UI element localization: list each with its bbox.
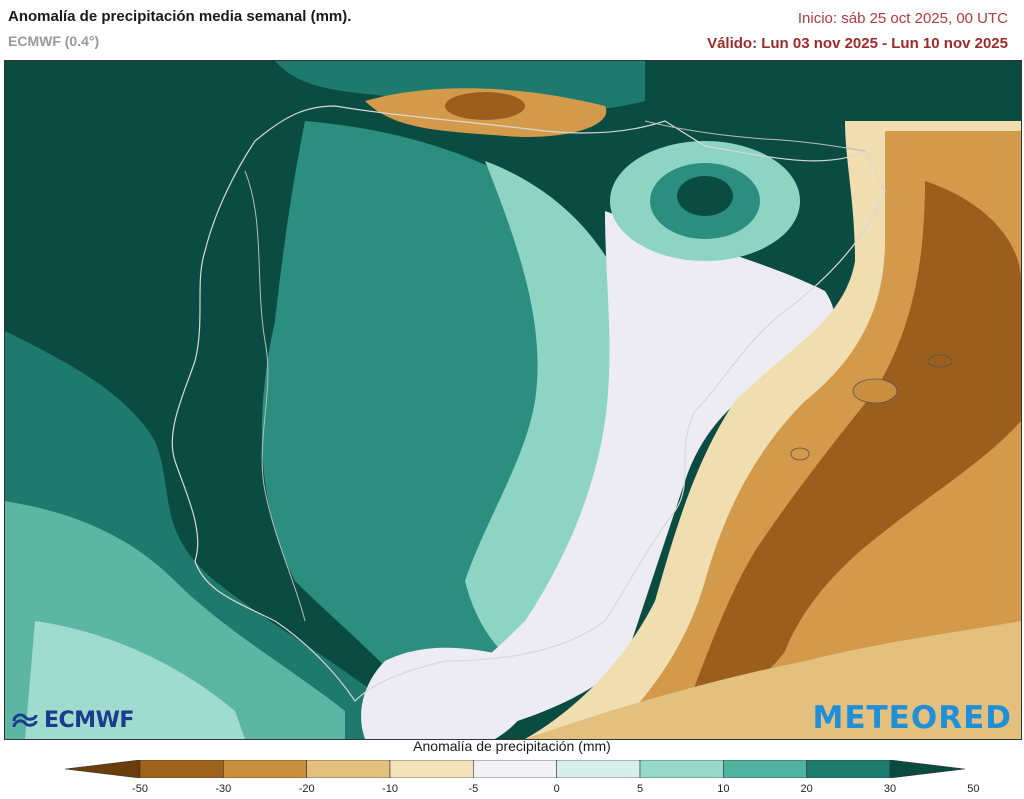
- east-neutral-strip: [405, 211, 835, 739]
- legend-swatch: [473, 760, 557, 778]
- map-title: Anomalía de precipitación media semanal …: [8, 8, 352, 25]
- legend-swatch: [306, 760, 391, 778]
- map-canvas: [5, 61, 1021, 739]
- iberia-coastline: [171, 105, 886, 702]
- strait-light-patch: [361, 647, 534, 739]
- legend-tick-label: 50: [967, 783, 980, 795]
- ecmwf-logo: ECMWF: [10, 708, 134, 733]
- legend-tick-label: -20: [298, 783, 315, 795]
- legend-tick-label: 0: [553, 783, 560, 795]
- valid-period: Válido: Lun 03 nov 2025 - Lun 10 nov 202…: [707, 35, 1008, 52]
- catalonia-wet-center: [677, 176, 733, 216]
- north-africa-dry: [525, 621, 1021, 739]
- ecmwf-logo-text: ECMWF: [44, 708, 134, 733]
- color-scale-legend: [65, 760, 965, 778]
- legend-swatch: [723, 760, 807, 778]
- legend-tick-label: -10: [382, 783, 398, 795]
- legend-tick-label: 30: [883, 783, 897, 795]
- legend-tick-label: -50: [132, 783, 148, 795]
- legend-tick-label: 5: [636, 783, 644, 795]
- legend-arrow-right: [889, 760, 965, 778]
- meteored-logo: METEORED: [812, 700, 1012, 736]
- legend-tick-label: 10: [717, 783, 730, 795]
- legend-swatch: [556, 760, 641, 778]
- mediterranean-dark-dry: [685, 181, 1021, 711]
- mallorca-island: [852, 378, 898, 404]
- legend-tick-label: 20: [800, 783, 813, 795]
- ibiza-island: [790, 447, 810, 461]
- menorca-island: [927, 354, 953, 368]
- ecmwf-swirl-icon: [12, 712, 38, 727]
- legend-arrow-left: [65, 760, 141, 778]
- legend-tick-label: -30: [215, 783, 232, 795]
- precipitation-anomaly-map: [4, 60, 1022, 740]
- portugal-border: [244, 170, 306, 622]
- france-border: [644, 120, 866, 152]
- legend-tick-label: -5: [468, 783, 479, 795]
- atlantic-pale-band: [25, 621, 245, 739]
- init-time: Inicio: sáb 25 oct 2025, 00 UTC: [797, 10, 1008, 27]
- legend-swatch: [639, 760, 724, 778]
- legend-swatch: [223, 760, 307, 778]
- legend-title: Anomalía de precipitación (mm): [413, 738, 611, 754]
- legend-swatch: [806, 760, 891, 778]
- legend-swatch: [389, 760, 474, 778]
- cantabrian-dry-core: [445, 92, 525, 120]
- legend-swatch: [139, 760, 224, 778]
- model-label: ECMWF (0.4°): [8, 33, 100, 49]
